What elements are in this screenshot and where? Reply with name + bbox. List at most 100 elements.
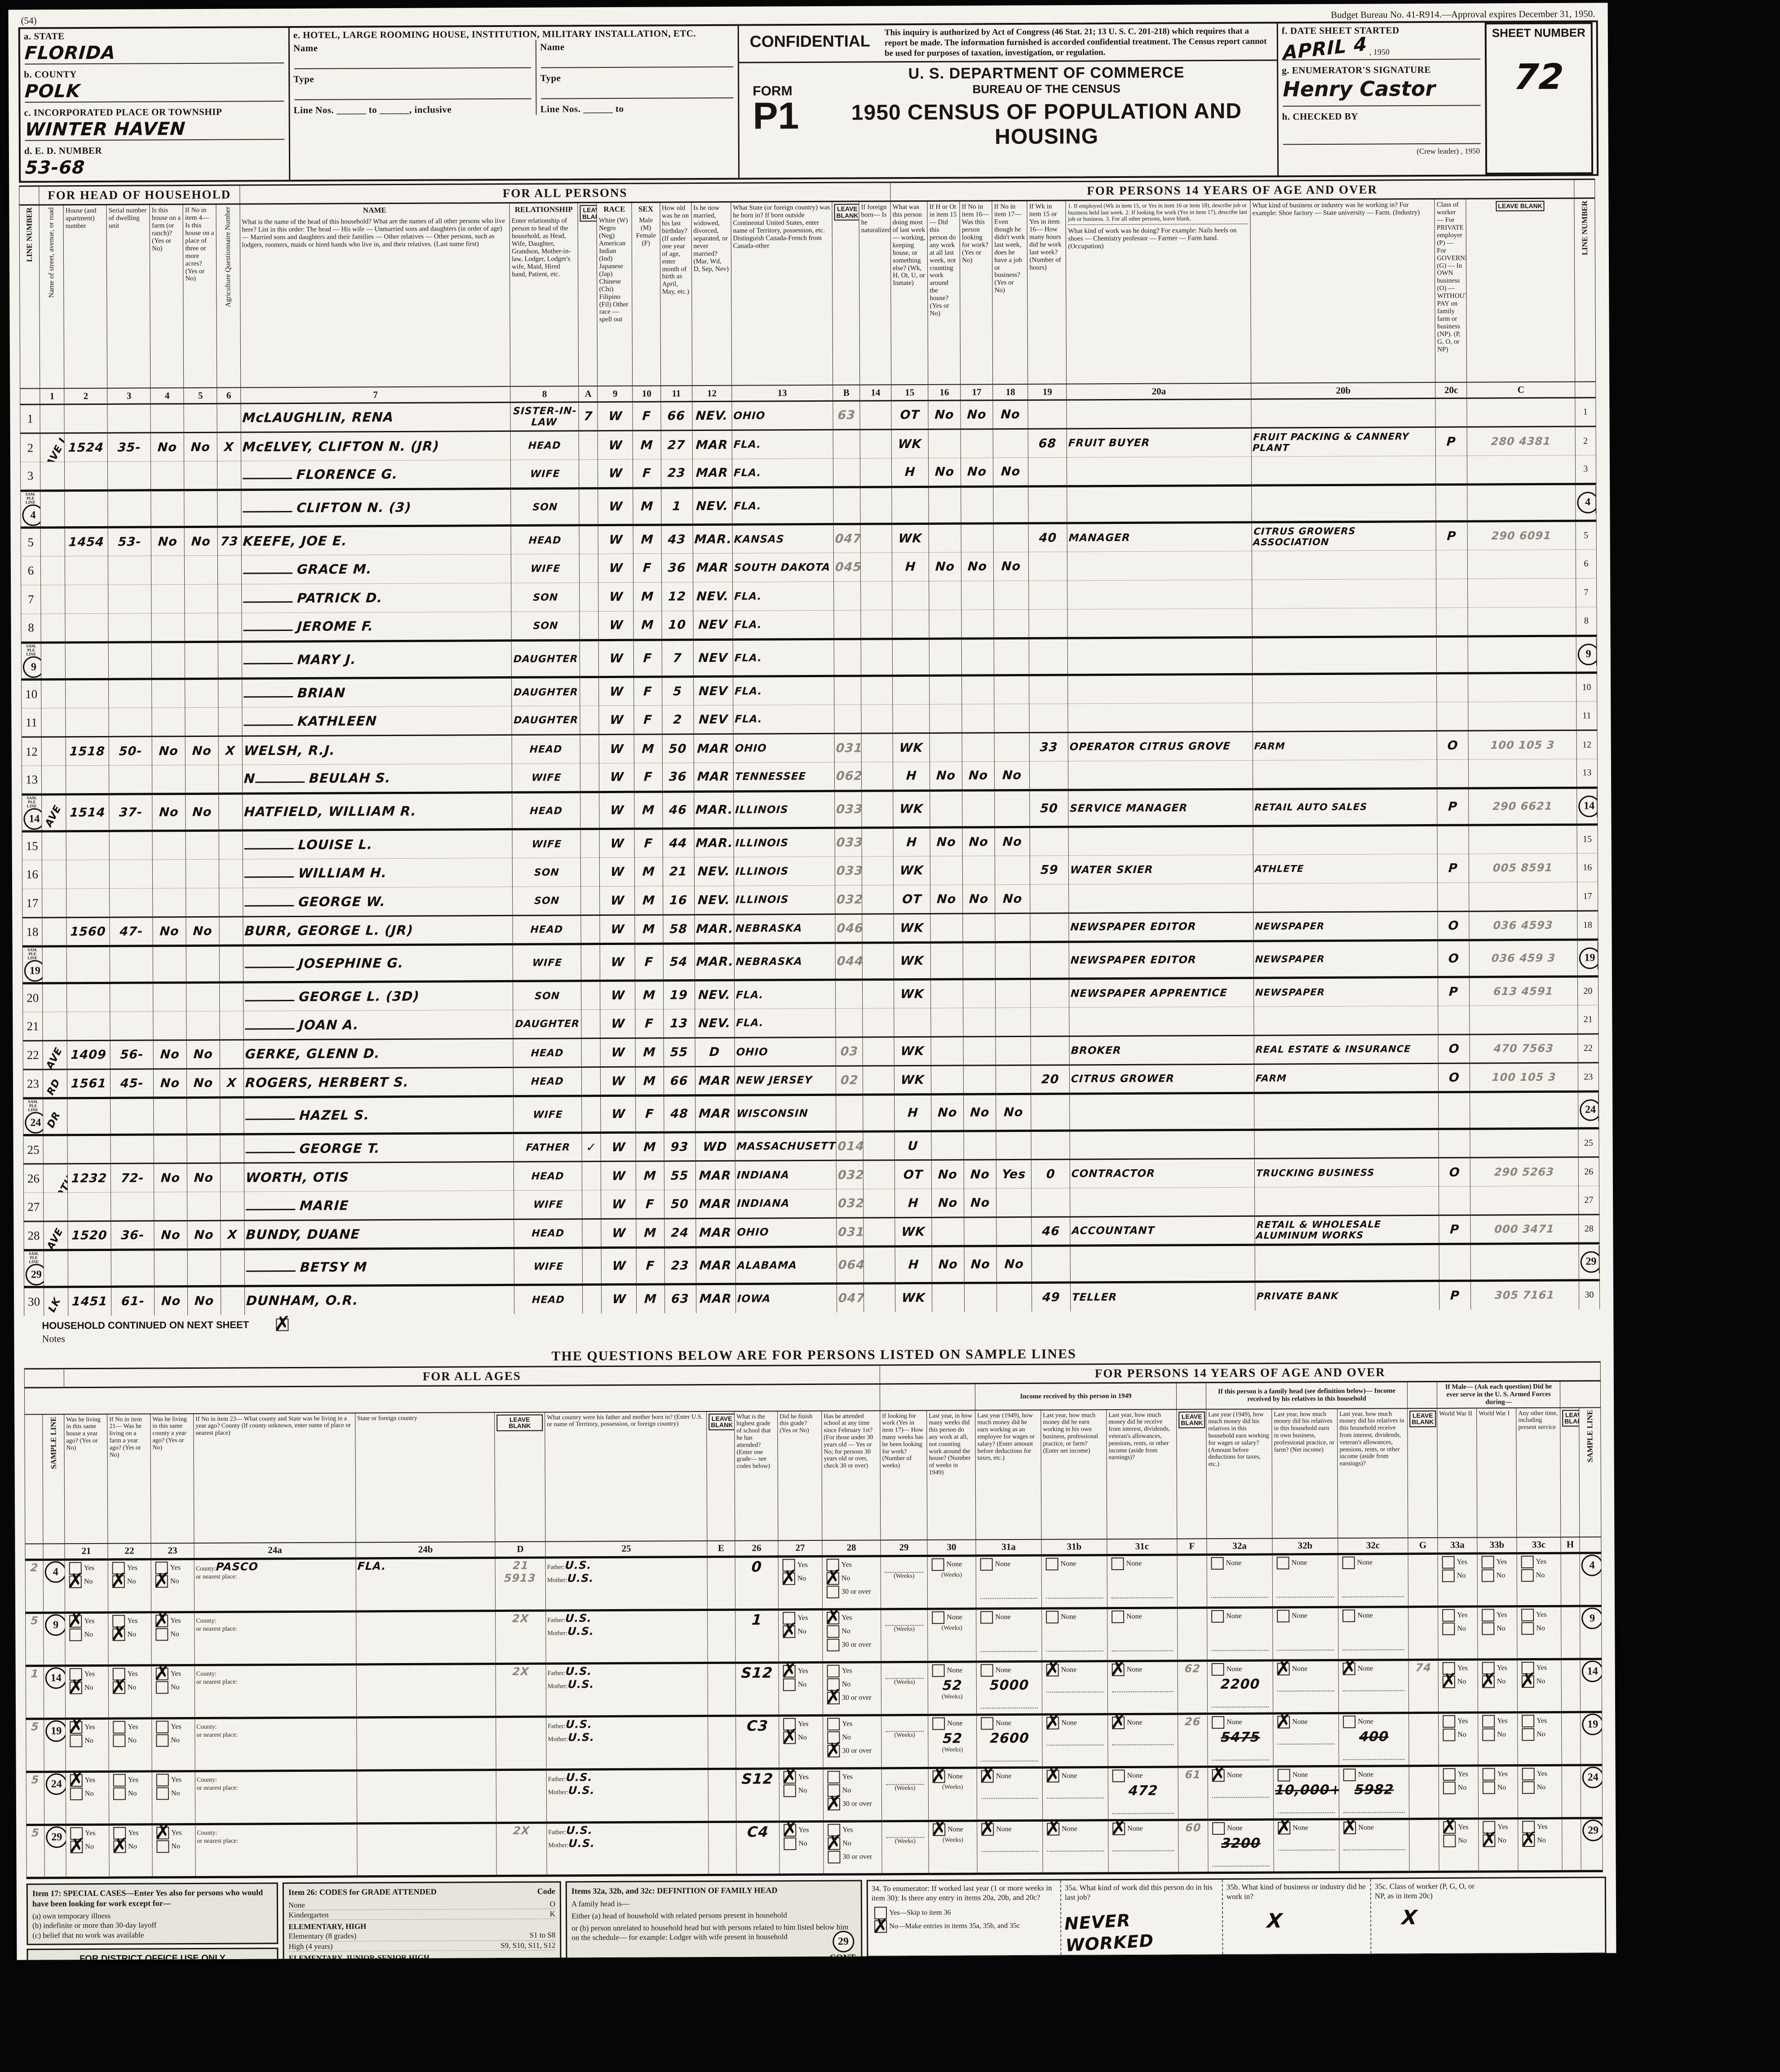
cell-21-no-label: No xyxy=(84,1631,93,1639)
cell-31b-none: None xyxy=(1045,1557,1106,1571)
cell-race: W xyxy=(598,582,634,612)
items-34-38-box: 29 CONT. 34. To enumerator: If worked la… xyxy=(829,1877,1607,1960)
cell-farm: No xyxy=(153,917,186,946)
cell-acres-value: No xyxy=(192,924,213,938)
sample-line-circle: 4 xyxy=(22,504,41,526)
cell-class-of-worker xyxy=(1439,1244,1471,1281)
cell-serial-number: 56- xyxy=(110,1040,154,1069)
line-number-right: 6 xyxy=(1576,549,1597,579)
cell-31c-none-box xyxy=(1112,1716,1125,1730)
grade-value: C4 xyxy=(746,1823,769,1841)
cell-street xyxy=(41,679,66,708)
sample-line-left: 24 xyxy=(44,1771,66,1825)
code-c-value: 290 6091 xyxy=(1491,529,1552,542)
cell-house-number xyxy=(66,831,110,860)
cell-industry: TRUCKING BUSINESS xyxy=(1254,1158,1439,1188)
cell-31a-none: None xyxy=(980,1558,1040,1571)
cell-class-of-worker xyxy=(1437,883,1470,912)
cell-sex: F xyxy=(633,639,662,677)
col-number-16: 16 xyxy=(928,384,961,401)
cell-31c-none: None xyxy=(1112,1822,1177,1836)
cell-has-job-value: No xyxy=(1001,464,1021,479)
cell-23-yes-box xyxy=(156,1774,169,1787)
cell-age: 2 xyxy=(662,705,694,734)
item35c-answer: X xyxy=(1401,1906,1418,1929)
ask-questions-badge: 24ASK QUES. BELOW xyxy=(1598,1093,1599,1122)
cell-activity-value: H xyxy=(904,465,916,479)
sheet-number-box: SHEET NUMBER 72 xyxy=(1484,22,1594,175)
bottom-description-row: SAMPLE LINE Was he living in this same h… xyxy=(24,1407,1601,1544)
cell-has-job: No xyxy=(995,827,1030,856)
cell-33a-yes: Yes xyxy=(1442,1556,1476,1569)
cell-27-no: No xyxy=(783,1625,821,1638)
bottom-col-number-33c: 33c xyxy=(1516,1537,1561,1553)
cell-28-30: 30 or over xyxy=(827,1797,880,1810)
cell-sex: M xyxy=(633,611,662,640)
cell-21-no-box xyxy=(69,1628,82,1642)
cell-32c: None 5982 xyxy=(1339,1766,1409,1819)
line-number-left: SAM. PLE LINE 29 xyxy=(24,1250,44,1287)
cell-activity-value: H xyxy=(904,559,917,574)
cell-32a-none-box xyxy=(1211,1610,1224,1623)
cell-race-value: W xyxy=(611,1107,626,1121)
cell-31a: None 5000 xyxy=(976,1661,1042,1715)
cell-activity: U xyxy=(894,1131,932,1160)
sample-line-circle: 14 xyxy=(23,808,42,830)
leave-blank-e-header: LEAVE BLANK xyxy=(708,1413,735,1430)
cell-has-job-value: No xyxy=(1002,892,1023,906)
cell-state-year-ago xyxy=(356,1664,496,1717)
cell-32a-none-box xyxy=(1212,1716,1225,1729)
cell-22-yes: Yes xyxy=(113,1721,150,1734)
code-c-value: 005 8591 xyxy=(1492,861,1554,874)
cell-industry: RETAIL AUTO SALES xyxy=(1253,788,1438,826)
cell-class-of-worker xyxy=(1437,702,1469,731)
cell-ag-number xyxy=(219,830,243,860)
cell-23-no-label: No xyxy=(170,1683,180,1691)
cell-any-work xyxy=(929,639,962,676)
cell-race-value: W xyxy=(611,1197,626,1211)
cell-age: 46 xyxy=(662,791,694,829)
cell-ag-number xyxy=(218,679,242,708)
cell-naturalized xyxy=(863,1131,895,1161)
cell-32b: None xyxy=(1273,1660,1339,1714)
bottom-col-number-G: G xyxy=(1408,1537,1438,1554)
occupation-header: What kind of work was he doing? For exam… xyxy=(1068,226,1237,250)
col-number-10: 10 xyxy=(633,385,661,402)
cell-sex-value: F xyxy=(643,713,653,727)
family-business-header: Last year, how much money did his relati… xyxy=(1271,1408,1338,1539)
line-number-header: LINE NUMBER xyxy=(25,207,34,262)
cell-serial-number: 45- xyxy=(110,1069,154,1098)
cell-has-job: No xyxy=(996,1246,1032,1283)
cell-grade: C4 xyxy=(736,1821,780,1875)
cell-27-yes-box xyxy=(783,1771,796,1784)
line-number-left: 25 xyxy=(23,1135,44,1164)
cell-23-yes: Yes xyxy=(155,1668,193,1681)
cell-street: AVE xyxy=(43,1040,67,1069)
cell-22-no: No xyxy=(112,1628,150,1641)
cell-33c-no-label: No xyxy=(1537,1836,1546,1844)
form-header: a. STATE FLORIDA b. COUNTY POLK c. INCOR… xyxy=(18,20,1599,183)
cell-any-work: No xyxy=(928,400,961,430)
class-of-worker-value: P xyxy=(1448,861,1459,875)
person-name: MARY J. xyxy=(297,652,357,668)
cell-33a-no-label: No xyxy=(1458,1837,1467,1845)
cell-28-yes-box xyxy=(827,1611,840,1624)
cell-32b-none: None xyxy=(1278,1822,1337,1835)
cell-any-work: No xyxy=(930,827,963,856)
street-name: LK MIRROR DR xyxy=(59,528,65,556)
grade-code-line-5: ELEMENTARY, JUNIOR-SENIOR HIGH xyxy=(288,1953,430,1960)
cell-street xyxy=(44,1250,68,1287)
cell-occupation xyxy=(1068,826,1253,856)
cell-marital-value: MAR xyxy=(697,769,730,784)
street-name: LK xyxy=(46,1296,63,1314)
cell-33c-no-label: No xyxy=(1536,1677,1545,1685)
mother-line: Mother: U.S. xyxy=(547,1571,706,1585)
cell-age-value: 50 xyxy=(668,741,687,756)
date-value: APRIL 4 xyxy=(1283,32,1368,64)
cell-activity-value: OT xyxy=(899,408,920,422)
cell-33a-yes-label: Yes xyxy=(1458,1823,1469,1831)
cell-class-of-worker: P xyxy=(1437,854,1469,883)
cell-33b-no-box xyxy=(1483,1834,1496,1847)
